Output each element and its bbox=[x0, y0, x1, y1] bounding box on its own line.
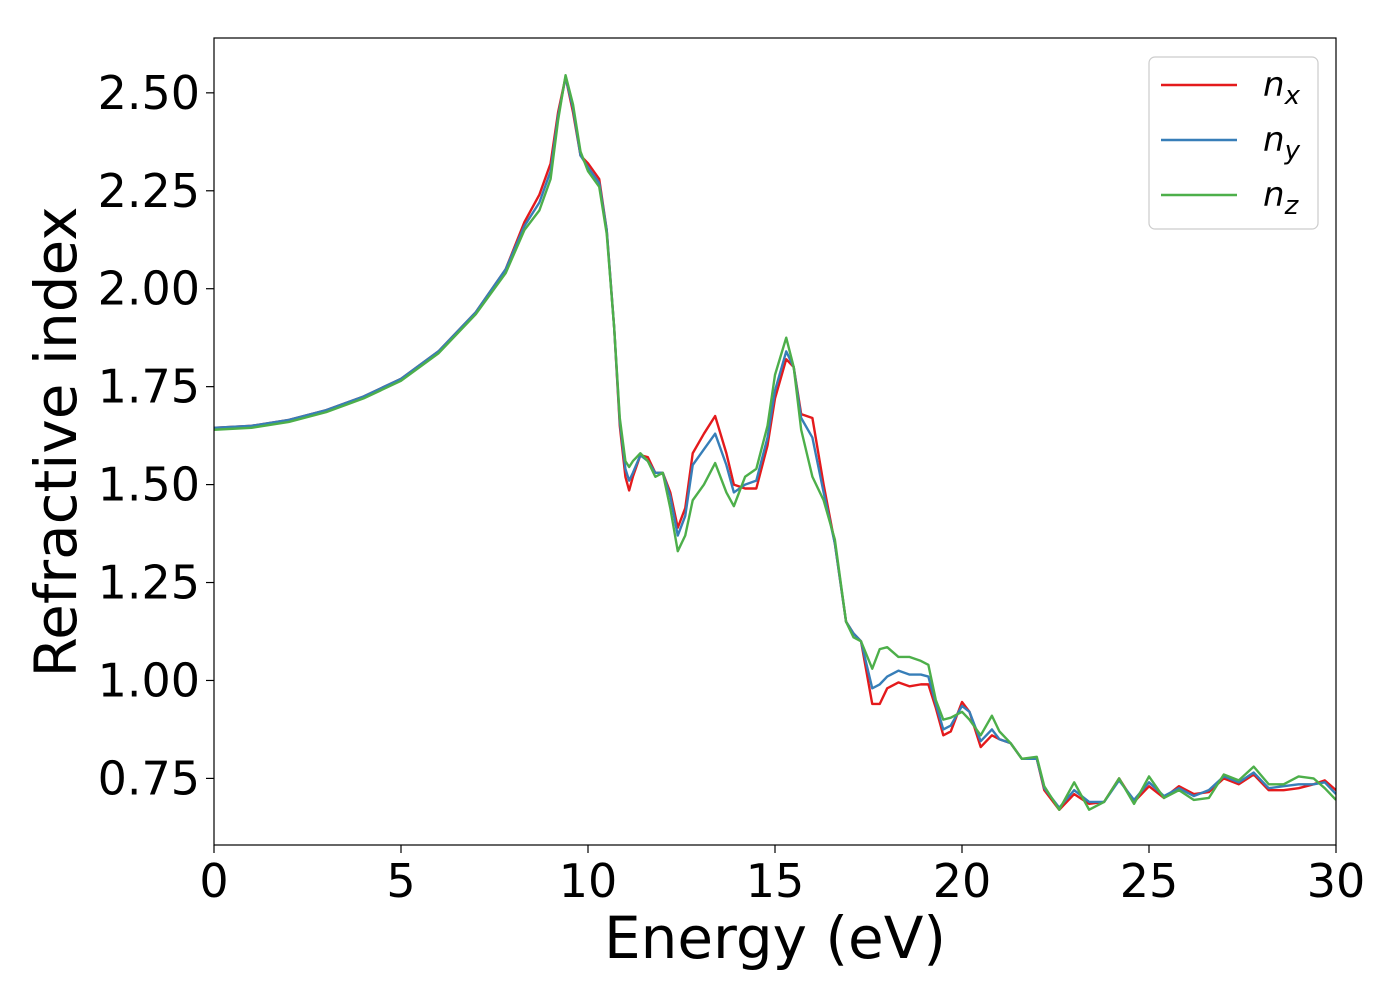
y-axis-label: Refractive index bbox=[22, 206, 90, 677]
y-tick-label: 1.00 bbox=[98, 653, 200, 707]
x-axis-label: Energy (eV) bbox=[604, 904, 946, 972]
legend-box bbox=[1148, 56, 1319, 230]
y-tick-label: 0.75 bbox=[98, 751, 200, 805]
y-tick-label: 2.50 bbox=[98, 66, 200, 120]
y-tick-label: 2.00 bbox=[98, 262, 200, 316]
y-tick-label: 1.50 bbox=[98, 458, 200, 512]
plot-area bbox=[214, 74, 1336, 811]
y-tick-label: 1.75 bbox=[98, 360, 200, 414]
y-tick-label: 1.25 bbox=[98, 556, 200, 610]
x-tick-label: 10 bbox=[559, 854, 618, 908]
x-tick-label: 30 bbox=[1307, 854, 1366, 908]
x-tick-label: 20 bbox=[933, 854, 992, 908]
y-tick-label: 2.25 bbox=[98, 164, 200, 218]
x-tick-label: 25 bbox=[1120, 854, 1179, 908]
x-tick-label: 0 bbox=[199, 854, 228, 908]
x-axis-ticks: 0 5 10 15 20 25 30 bbox=[199, 845, 1365, 908]
y-axis-ticks: 0.75 1.00 1.25 1.50 1.75 2.00 2.25 2.50 bbox=[98, 66, 214, 805]
x-tick-label: 5 bbox=[386, 854, 415, 908]
series-line-nz bbox=[214, 74, 1336, 811]
plot-frame bbox=[213, 37, 1337, 846]
x-tick-label: 15 bbox=[746, 854, 805, 908]
